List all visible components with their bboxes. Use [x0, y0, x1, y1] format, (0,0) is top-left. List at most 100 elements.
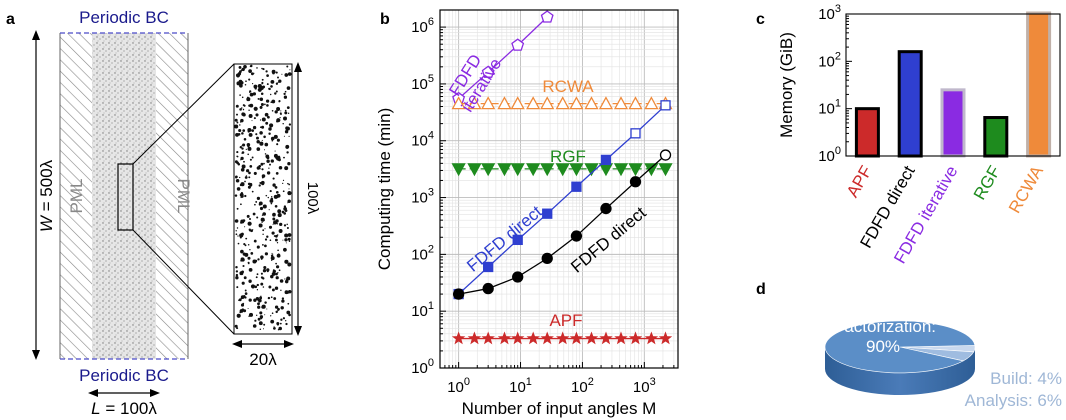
scatterer-dot [286, 65, 289, 68]
data-point [540, 163, 555, 177]
scatterer-dot [254, 319, 257, 322]
periodic-bc-top-label: Periodic BC [79, 8, 169, 27]
data-point [584, 331, 599, 345]
scatterer-dot [242, 143, 246, 147]
scatterer-dot [276, 143, 279, 146]
category-label: RGF [970, 163, 1004, 204]
scatterer-dot [257, 305, 261, 309]
panel-d-pie: Factorization:90% Build: 4% Analysis: 6% [824, 317, 1062, 410]
scatterer-dot [248, 78, 251, 81]
scatterer-dot [267, 296, 271, 300]
scatterer-dot [248, 176, 251, 179]
scatterer-dot [269, 123, 274, 128]
scatterer-dot [241, 270, 244, 274]
scatterer-dot [270, 274, 274, 279]
pie-side [825, 347, 975, 395]
data-point [584, 96, 599, 110]
scatterer-dot [287, 237, 291, 241]
scatterer-dot [266, 171, 271, 175]
scatterer-dot [243, 64, 247, 69]
scatterer-dot [284, 290, 289, 295]
scatterer-dot [245, 175, 248, 177]
scatterer-dot [250, 284, 256, 289]
scatterer-dot [244, 226, 246, 228]
scatterer-dot [261, 304, 266, 309]
memory-bar [940, 88, 966, 158]
scatterer-dot [236, 286, 239, 289]
scatterer-dot [258, 223, 263, 228]
data-point [658, 163, 673, 177]
scatterer-dot [247, 145, 250, 148]
scatterer-dot [277, 309, 279, 312]
data-point [540, 331, 554, 345]
data-point [511, 38, 525, 51]
scatterer-dot [285, 242, 287, 244]
scatterer-dot [272, 71, 275, 75]
scatterer-dot [272, 183, 276, 187]
scatterer-dot [280, 113, 282, 116]
scatterer-dot [288, 183, 291, 186]
scatterer-dot [287, 292, 289, 294]
scatterer-dot [264, 252, 269, 256]
scatterer-dot [282, 317, 286, 320]
data-point [628, 96, 643, 110]
scatterer-dot [241, 308, 245, 312]
data-point [512, 271, 524, 283]
scatterer-dot [271, 272, 276, 276]
scatterer-dot [268, 132, 271, 135]
scatterer-dot [257, 298, 261, 302]
scatterer-dot [271, 259, 273, 261]
scatterer-dot [288, 313, 291, 317]
scatterer-dot [241, 151, 245, 154]
scatterer-dot [284, 90, 287, 93]
memory-bar [1026, 11, 1052, 158]
panel-b-plot-frame [439, 9, 679, 369]
scatterer-dot [275, 265, 280, 269]
scatterer-dot [240, 295, 245, 299]
data-point [467, 331, 482, 345]
scatterer-dot [235, 265, 238, 269]
data-point [510, 96, 525, 110]
scatterer-dot [271, 99, 276, 104]
data-point [526, 331, 540, 345]
panel-c-ticks: 100 101 102 103 [818, 3, 852, 165]
scatterer-dot [267, 115, 270, 119]
y-tick-label: 102 [818, 50, 841, 70]
data-point [660, 100, 671, 111]
scatterer-dot [244, 252, 249, 257]
scatterer-dot [261, 83, 263, 85]
scatterer-dot [240, 194, 244, 198]
scatterer-dot [241, 145, 243, 147]
length-label: L = 100λ [91, 399, 157, 418]
scatterer-dot [239, 183, 243, 187]
scatterer-dot [240, 249, 244, 254]
scatterer-dot [257, 317, 261, 321]
scatterer-dot [273, 327, 276, 330]
scatterer-dot [273, 325, 275, 327]
scatterer-dot [250, 72, 254, 76]
scatterer-dot [277, 249, 279, 252]
scatterer-dot [270, 256, 275, 261]
scatterer-dot [266, 268, 270, 272]
scatterer-dot [265, 154, 270, 159]
scatterer-dot [287, 191, 292, 196]
scatterer-dot [262, 233, 264, 236]
scatterer-dot [256, 314, 258, 316]
scatterer-dot [266, 308, 268, 310]
data-point [467, 96, 482, 110]
data-point [644, 96, 659, 110]
scatterer-dot [281, 297, 285, 300]
scatterer-dot [247, 243, 250, 246]
scatterer-dot [249, 165, 253, 168]
scatterer-dot [252, 212, 256, 216]
category-label: RCWA [1005, 162, 1047, 217]
scatterer-dot [269, 239, 272, 242]
scatterer-dot [262, 286, 265, 288]
scatterer-dot [255, 133, 258, 136]
data-point [542, 208, 553, 219]
scatterer-dot [280, 306, 284, 310]
scatterer-dot [236, 151, 239, 154]
scatterer-dot [241, 164, 246, 169]
